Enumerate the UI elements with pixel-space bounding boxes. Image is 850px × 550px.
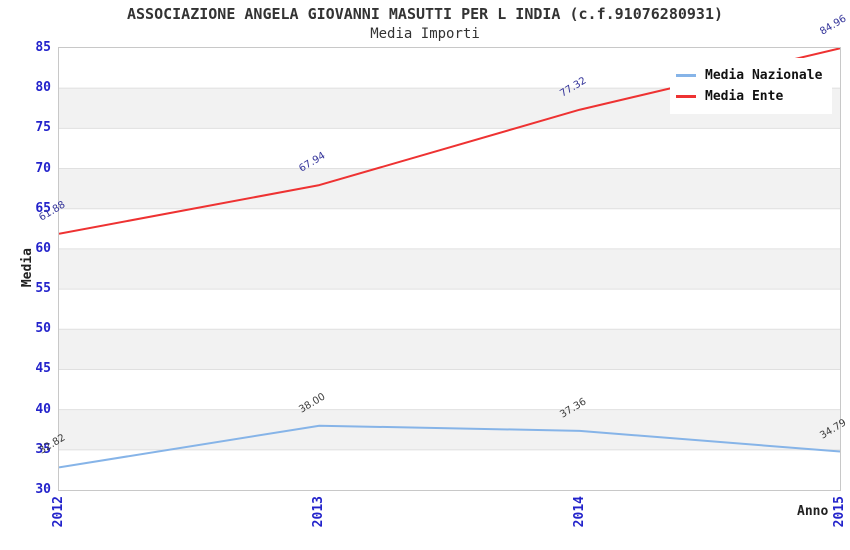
plot-band (59, 409, 840, 450)
legend-item-label: Media Ente (705, 89, 784, 104)
y-tick-label: 75 (35, 120, 51, 136)
y-tick-label: 45 (35, 361, 51, 377)
plot-band (59, 289, 840, 330)
legend-item-label: Media Nazionale (705, 68, 823, 83)
chart-series-svg (59, 48, 840, 490)
plot-band (59, 369, 840, 410)
y-tick-label: 65 (35, 200, 51, 216)
plot-band (59, 449, 840, 490)
x-axis-title: Anno (797, 504, 829, 519)
y-tick-label: 35 (35, 441, 51, 457)
y-tick-label: 80 (35, 80, 51, 96)
y-tick-label: 40 (35, 401, 51, 417)
series-line-media-nazionale (59, 424, 840, 469)
y-tick-label: 50 (35, 321, 51, 337)
x-tick-label: 2015 (832, 496, 847, 528)
plot-area (58, 47, 841, 491)
y-tick-label: 30 (35, 482, 51, 497)
legend-item-media-ente: Media Ente (676, 86, 822, 107)
chart-title: ASSOCIAZIONE ANGELA GIOVANNI MASUTTI PER… (126, 5, 724, 23)
y-tick-label: 85 (35, 40, 51, 55)
y-tick-label: 60 (35, 240, 51, 256)
plot-band (59, 329, 840, 370)
plot-band (59, 208, 840, 249)
plot-band (59, 168, 840, 209)
chart-subtitle: Media Importi (370, 26, 480, 42)
y-tick-label: 70 (35, 160, 51, 176)
legend-swatch-media-nazionale (676, 74, 696, 77)
legend: Media Nazionale Media Ente (670, 58, 833, 114)
y-tick-label: 55 (35, 281, 51, 297)
legend-item-media-nazionale: Media Nazionale (676, 65, 822, 86)
x-tick-label: 2012 (51, 496, 66, 528)
plot-band (59, 248, 840, 290)
x-tick-label: 2013 (311, 496, 327, 528)
x-tick-label: 2014 (571, 496, 587, 528)
legend-swatch-media-ente (676, 95, 696, 98)
